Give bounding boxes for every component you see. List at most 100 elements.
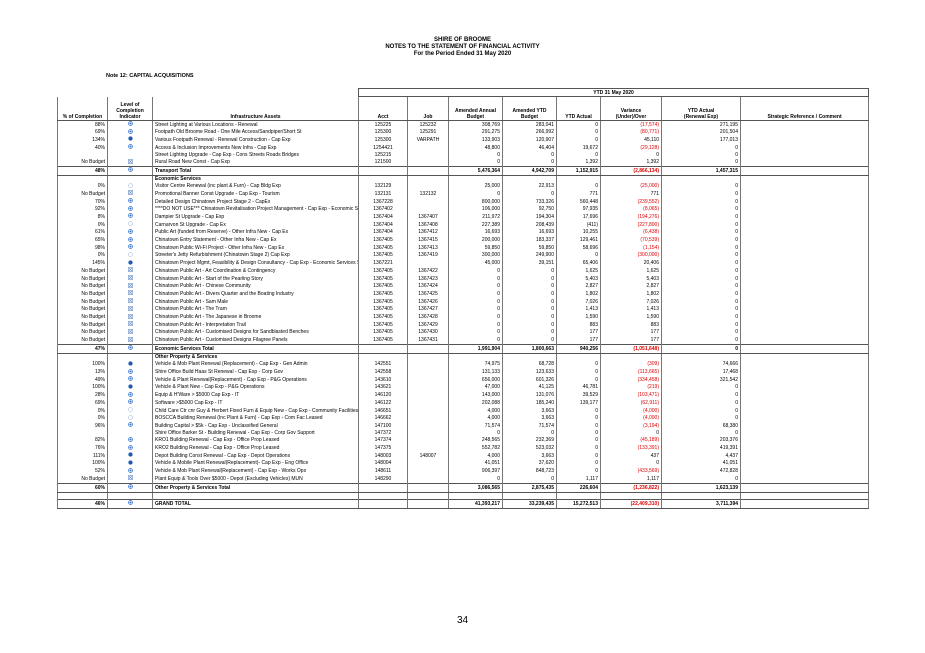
cell: 1367415 — [407, 236, 449, 245]
indicator — [107, 120, 153, 129]
cell: (4,000) — [600, 414, 662, 423]
cell: 0 — [661, 282, 741, 291]
cell: 132131 — [358, 190, 408, 199]
cell: (433,569) — [600, 467, 662, 476]
cell: 0 — [661, 275, 741, 283]
cell: 1367412 — [407, 228, 449, 237]
cell — [739, 383, 870, 392]
cell: 203,376 — [661, 436, 741, 445]
total-row: 46% GRAND TOTAL 41,393,217 33,239,435 15,272… — [57, 499, 870, 510]
cell: Vehicle & Mobile Plant Renewal(Replaceme… — [152, 459, 359, 468]
cell: 1,117 — [600, 475, 662, 484]
cell — [739, 205, 870, 214]
cell: 96% — [57, 422, 108, 431]
cell: (103,471) — [600, 391, 662, 400]
cell: 17,468 — [661, 368, 741, 377]
cell: Child Care Ctr cnr Guy & Herbert Fixed F… — [152, 407, 359, 415]
cell: 0 — [556, 360, 601, 369]
cell: No Budget — [57, 290, 108, 299]
asset-row: 0% Visitor Centre Renewal (inc plant & Fu… — [57, 182, 870, 191]
cell — [739, 259, 870, 268]
cell: 771 — [556, 190, 601, 199]
cell — [407, 459, 449, 468]
cell — [407, 175, 449, 183]
cell: 13% — [57, 368, 108, 377]
cell — [358, 483, 408, 493]
cell: No Budget — [57, 267, 108, 276]
cell: 0 — [661, 298, 741, 306]
asset-row: 69% Footpath Old Broome Road - One Mile A… — [57, 128, 870, 137]
cell: 1,625 — [556, 267, 601, 276]
cell: 39,151 — [502, 259, 557, 268]
indicator — [107, 422, 153, 431]
cell: 0 — [661, 228, 741, 237]
spacer-cell — [661, 492, 741, 500]
asset-row: 100% Vehicle & Mob Plant Renewal (Replace… — [57, 360, 870, 369]
cell: 8% — [57, 213, 108, 222]
cell: 0 — [661, 430, 741, 437]
spacer-cell — [502, 492, 557, 500]
indicator — [107, 267, 153, 276]
indicator — [107, 213, 153, 222]
cell: 0 — [556, 414, 601, 423]
cell: Various Footpath Renewal - Renewal Const… — [152, 136, 359, 145]
cell: 148003 — [358, 452, 408, 460]
cell: 142558 — [358, 368, 408, 377]
indicator — [107, 244, 153, 252]
cell: Promotional Banner Const Upgrade - Cap E… — [152, 190, 359, 199]
cell — [739, 282, 870, 291]
cell: 0 — [661, 190, 741, 199]
cell: 15,272,513 — [556, 499, 601, 510]
cell: (29,128) — [600, 144, 662, 152]
cell: 1367426 — [407, 298, 449, 306]
cell: 0 — [661, 198, 741, 206]
indicator — [107, 391, 153, 400]
asset-row: 100% Vehicle & Mobile Plant Renewal(Repla… — [57, 459, 870, 468]
asset-row: 65% Chinatown Entry Statement - Other Inf… — [57, 236, 870, 245]
cell: 5,403 — [556, 275, 601, 283]
asset-row: 76% KRO2 Building Renewal - Cap Exp - Off… — [57, 444, 870, 453]
asset-row: No Budget Chinatown Public Art - Divers Q… — [57, 290, 870, 299]
cell: 0 — [661, 158, 741, 167]
cell — [739, 175, 870, 183]
cell: Other Property & Services — [152, 353, 359, 361]
asset-row: No Budget Chinatown Public Art - Customis… — [57, 336, 870, 345]
indicator — [107, 344, 153, 355]
cell: 0% — [57, 407, 108, 415]
asset-row: 82% KRO1 Building Renewal - Cap Exp - Off… — [57, 436, 870, 445]
cell — [739, 328, 870, 337]
cell: 48,800 — [448, 144, 503, 152]
cell: (309) — [600, 360, 662, 369]
asset-row: No Budget Plant Equip & Tools Over $5000 … — [57, 475, 870, 484]
cell: 22,913 — [502, 182, 557, 191]
cell: 0 — [661, 383, 741, 392]
cell: 1,457,315 — [661, 166, 741, 176]
cell: No Budget — [57, 321, 108, 329]
cell: 0 — [661, 475, 741, 484]
cell: 47,000 — [448, 383, 503, 392]
cell: KRO1 Building Renewal - Cap Exp - Office… — [152, 436, 359, 445]
cell: (239,552) — [600, 198, 662, 206]
cell: 0 — [556, 444, 601, 453]
cell — [407, 436, 449, 445]
cell: 132132 — [407, 190, 449, 199]
cell: 0 — [556, 136, 601, 145]
cell: 121500 — [358, 158, 408, 167]
cell: 733,326 — [502, 198, 557, 206]
cell: Shire Office Barker St - Building Renewa… — [152, 430, 359, 437]
cell — [407, 259, 449, 268]
cell: 0 — [502, 158, 557, 167]
indicator — [107, 228, 153, 237]
cell — [407, 383, 449, 392]
cell: 142551 — [358, 360, 408, 369]
asset-row: 69% Software >$5000 Cap Exp - IT 146122 202… — [57, 399, 870, 408]
cell: Plant Equip & Tools Over $5000 - Depot (… — [152, 475, 359, 484]
cell: 271,195 — [661, 120, 741, 129]
cell: No Budget — [57, 313, 108, 322]
cell: 92% — [57, 205, 108, 214]
spacer-cell — [556, 492, 601, 500]
spacer-cell — [358, 492, 408, 500]
cell: 0 — [661, 259, 741, 268]
indicator — [107, 151, 153, 159]
